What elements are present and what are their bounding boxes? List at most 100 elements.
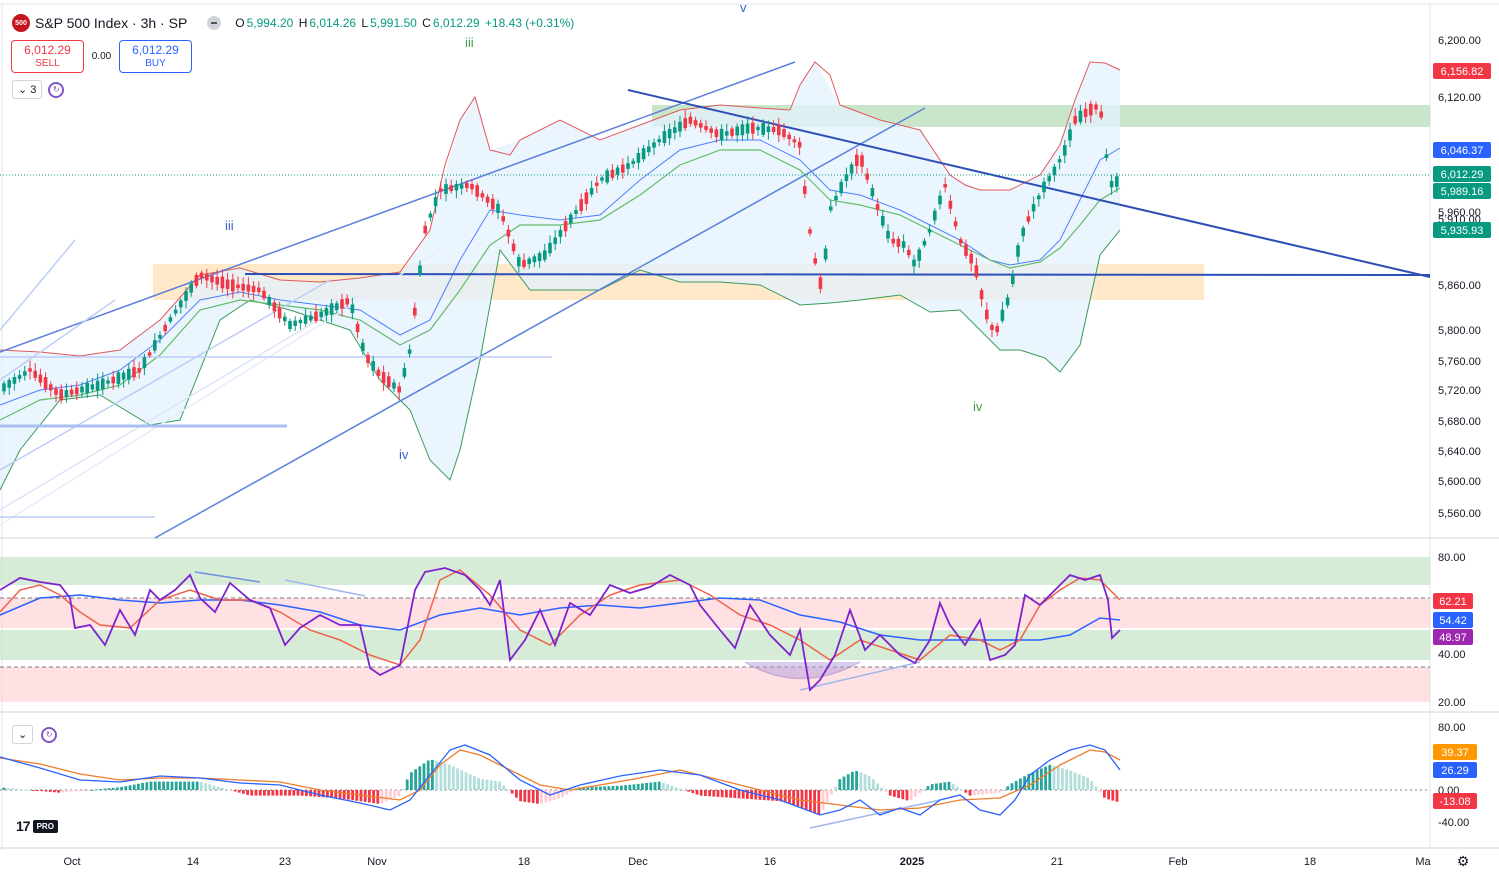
macd-bar — [830, 790, 833, 795]
macd-bar — [191, 781, 195, 790]
time-tick-label: Dec — [628, 856, 648, 868]
macd-bar — [275, 790, 279, 796]
candle — [569, 212, 573, 228]
time-tick-label: Feb — [1169, 856, 1188, 868]
refresh-icon[interactable]: ↻ — [48, 81, 65, 98]
price-tick-label: 6,120.00 — [1438, 92, 1481, 104]
downtrend-line — [627, 89, 1431, 278]
candle — [777, 117, 781, 143]
macd-bar — [767, 790, 770, 801]
candle — [974, 257, 979, 280]
macd-bar — [712, 790, 716, 797]
macd-bar — [569, 790, 573, 793]
macd-bar — [615, 785, 619, 790]
macd-bar — [1065, 769, 1068, 790]
macd-bar — [74, 790, 77, 792]
candle — [454, 180, 459, 199]
candle — [865, 168, 869, 184]
macd-bar — [930, 784, 934, 790]
candle — [132, 359, 136, 381]
macd-bar — [342, 790, 346, 799]
macd-bar — [993, 790, 997, 794]
macd-bar — [977, 790, 980, 795]
tradingview-logo: 17 PRO — [16, 818, 58, 834]
candle — [433, 189, 438, 214]
candle — [693, 116, 698, 129]
chevron-down-icon: ⌄ — [18, 729, 28, 741]
macd-bar — [250, 790, 254, 796]
macd-bar — [61, 790, 65, 793]
candle — [730, 126, 734, 139]
macd-bar — [69, 790, 73, 792]
buy-button[interactable]: 6,012.29 BUY — [119, 40, 192, 73]
macd-bar — [6, 787, 10, 790]
candle — [600, 175, 604, 184]
candle — [350, 297, 355, 320]
macd-bar — [158, 781, 161, 790]
macd-bar — [544, 790, 548, 803]
symbol-title[interactable]: S&P 500 Index · 3h · SP — [35, 15, 188, 31]
candle — [85, 378, 89, 399]
channel-lower — [154, 107, 926, 539]
candle — [511, 239, 516, 255]
candle — [803, 179, 807, 198]
macd-bar — [914, 790, 917, 797]
candle — [745, 116, 750, 140]
candle — [829, 199, 833, 213]
channel-upper — [0, 61, 796, 353]
candle — [979, 287, 984, 307]
macd-bar — [195, 781, 199, 790]
candle — [298, 317, 303, 330]
gear-icon[interactable]: ⚙ — [1456, 853, 1470, 869]
candle — [376, 367, 381, 379]
macd-bar — [1010, 783, 1014, 790]
macd-bar — [233, 790, 237, 792]
fan-line-2 — [0, 299, 116, 381]
macd-toggle[interactable]: ⌄ — [12, 725, 34, 744]
candle — [849, 161, 854, 181]
candle — [558, 225, 563, 244]
candle — [860, 152, 864, 174]
macd-bar — [746, 790, 749, 799]
macd-bar — [888, 790, 892, 796]
macd-bar — [1090, 781, 1094, 790]
macd-bar — [44, 790, 48, 792]
candle — [225, 272, 230, 297]
price-tag — [1433, 63, 1491, 79]
candle — [1104, 148, 1109, 162]
macd-bar — [405, 779, 409, 790]
candle — [782, 123, 786, 140]
macd-bar — [796, 790, 800, 807]
indicator-toggle[interactable]: ⌄ 3 — [12, 80, 43, 99]
minus-icon[interactable] — [207, 16, 222, 30]
candle — [272, 298, 277, 318]
candle — [1021, 225, 1025, 242]
price-tag — [1433, 183, 1491, 199]
candle — [33, 363, 37, 381]
macd-bar — [246, 790, 249, 795]
macd-bar — [389, 790, 392, 800]
macd-bar — [1052, 765, 1056, 790]
refresh-icon[interactable]: ↻ — [41, 726, 58, 743]
macd-bar — [838, 779, 842, 790]
candle — [465, 180, 469, 193]
macd-bar — [242, 790, 245, 794]
candle — [319, 307, 323, 321]
candle — [407, 344, 412, 358]
macd-bar — [384, 790, 388, 802]
macd-bar — [78, 790, 81, 791]
wave-label-iv-right: iv — [973, 399, 983, 414]
candle — [262, 286, 266, 301]
candle — [1016, 242, 1020, 263]
macd-bar — [771, 790, 774, 801]
macd-bar — [452, 766, 455, 790]
wave-label-iii: iii — [465, 35, 474, 50]
candle — [927, 224, 932, 237]
sell-button[interactable]: 6,012.29 SELL — [11, 40, 84, 73]
candle — [522, 253, 526, 270]
macd-bar — [737, 790, 741, 799]
candle — [335, 300, 339, 314]
macd-bar — [674, 787, 678, 790]
candle — [657, 135, 661, 147]
